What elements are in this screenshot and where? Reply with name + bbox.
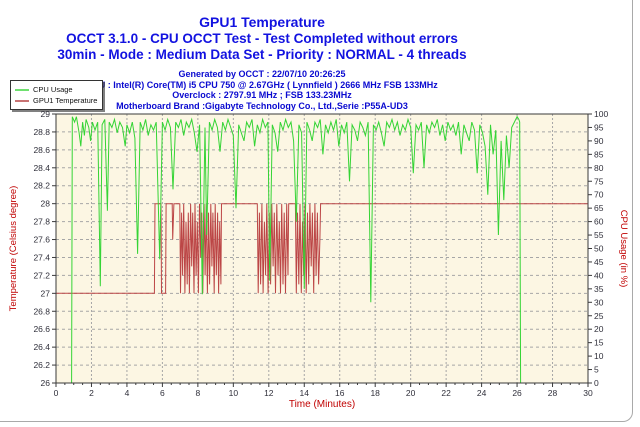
chart-header: GPU1 Temperature OCCT 3.1.0 - CPU OCCT T… xyxy=(0,14,524,111)
svg-text:30: 30 xyxy=(594,297,604,307)
info-cpu: CPU : Intel(R) Core(TM) i5 CPU 750 @ 2.6… xyxy=(86,79,438,90)
svg-text:28.2: 28.2 xyxy=(33,181,50,191)
svg-text:65: 65 xyxy=(594,203,604,213)
svg-text:26.6: 26.6 xyxy=(33,324,50,334)
axis-titles: Temperature (Celsius degree) CPU Usage (i… xyxy=(8,186,629,410)
svg-text:27.6: 27.6 xyxy=(33,235,50,245)
svg-text:29: 29 xyxy=(41,109,51,119)
svg-text:30: 30 xyxy=(583,388,593,398)
plot-area xyxy=(56,114,588,383)
legend-item-cpu-usage: CPU Usage xyxy=(15,84,97,95)
svg-text:10: 10 xyxy=(229,388,239,398)
info-motherboard: Motherboard Brand :Gigabyte Technology C… xyxy=(116,100,408,111)
y-right-axis-title: CPU Usage (in %) xyxy=(618,210,629,288)
svg-text:0: 0 xyxy=(594,378,599,388)
svg-text:20: 20 xyxy=(594,324,604,334)
subtitle-test-settings: 30min - Mode : Medium Data Set - Priorit… xyxy=(57,47,467,62)
chart-legend: CPU Usage GPU1 Temperature xyxy=(10,80,104,110)
svg-text:100: 100 xyxy=(594,109,608,119)
svg-text:16: 16 xyxy=(335,388,345,398)
svg-text:4: 4 xyxy=(125,388,130,398)
svg-text:55: 55 xyxy=(594,230,604,240)
subtitle-test-result: OCCT 3.1.0 - CPU OCCT Test - Test Comple… xyxy=(66,31,458,46)
svg-text:35: 35 xyxy=(594,284,604,294)
svg-text:26.4: 26.4 xyxy=(33,342,50,352)
series-gpu1-temperature xyxy=(56,203,588,294)
svg-text:18: 18 xyxy=(370,388,380,398)
svg-text:27.2: 27.2 xyxy=(33,270,50,280)
svg-text:27.4: 27.4 xyxy=(33,252,50,262)
svg-text:28: 28 xyxy=(41,199,51,209)
svg-text:2: 2 xyxy=(89,388,94,398)
svg-text:45: 45 xyxy=(594,257,604,267)
x-axis-title: Time (Minutes) xyxy=(289,399,355,410)
y-left-axis-ticks: 26 26.2 26.4 26.6 26.8 27 27.2 27.4 27.6 27.8 28 28… xyxy=(33,109,56,388)
svg-text:12: 12 xyxy=(264,388,274,398)
window-frame xyxy=(0,0,633,422)
legend-label: GPU1 Temperature xyxy=(33,96,98,105)
svg-text:25: 25 xyxy=(594,311,604,321)
svg-text:90: 90 xyxy=(594,136,604,146)
svg-text:10: 10 xyxy=(594,351,604,361)
svg-text:8: 8 xyxy=(195,388,200,398)
info-overclock: Overclock : 2797.91 MHz ; FSB 133.23MHz xyxy=(172,90,352,100)
svg-text:60: 60 xyxy=(594,217,604,227)
svg-text:15: 15 xyxy=(594,338,604,348)
svg-text:70: 70 xyxy=(594,190,604,200)
legend-label: CPU Usage xyxy=(33,85,73,94)
svg-text:26.2: 26.2 xyxy=(33,360,50,370)
svg-text:40: 40 xyxy=(594,270,604,280)
svg-text:85: 85 xyxy=(594,149,604,159)
legend-item-gpu1-temperature: GPU1 Temperature xyxy=(15,95,97,106)
svg-text:80: 80 xyxy=(594,163,604,173)
y-right-axis-ticks: 0 5 10 15 20 25 30 35 40 45 50 55 60 65 70 75 80 85 90 95 10… xyxy=(588,109,608,388)
svg-text:75: 75 xyxy=(594,176,604,186)
cpu-usage-line-swatch xyxy=(15,88,29,91)
svg-text:28: 28 xyxy=(548,388,558,398)
svg-text:26: 26 xyxy=(41,378,51,388)
svg-text:27: 27 xyxy=(41,288,51,298)
svg-text:95: 95 xyxy=(594,122,604,132)
svg-text:5: 5 xyxy=(594,365,599,375)
svg-text:24: 24 xyxy=(477,388,487,398)
svg-text:28.4: 28.4 xyxy=(33,163,50,173)
info-generated-by: Generated by OCCT : 22/07/10 20:26:25 xyxy=(178,69,346,79)
page-title: GPU1 Temperature xyxy=(199,14,325,30)
svg-text:0: 0 xyxy=(54,388,59,398)
series-cpu-usage xyxy=(56,115,522,384)
svg-text:28.8: 28.8 xyxy=(33,127,50,137)
svg-text:6: 6 xyxy=(160,388,165,398)
grid-lines xyxy=(56,114,588,383)
svg-text:28.6: 28.6 xyxy=(33,145,50,155)
svg-text:22: 22 xyxy=(441,388,451,398)
svg-text:50: 50 xyxy=(594,244,604,254)
svg-text:27.8: 27.8 xyxy=(33,217,50,227)
gpu1-temperature-line-swatch xyxy=(15,99,29,102)
y-left-axis-title: Temperature (Celsius degree) xyxy=(8,186,19,312)
svg-text:14: 14 xyxy=(300,388,310,398)
svg-text:20: 20 xyxy=(406,388,416,398)
svg-text:26: 26 xyxy=(512,388,522,398)
x-axis-ticks: 0 2 4 6 8 10 12 14 16 18 20 22 24 26 28 30 xyxy=(54,383,593,398)
svg-text:26.8: 26.8 xyxy=(33,306,50,316)
